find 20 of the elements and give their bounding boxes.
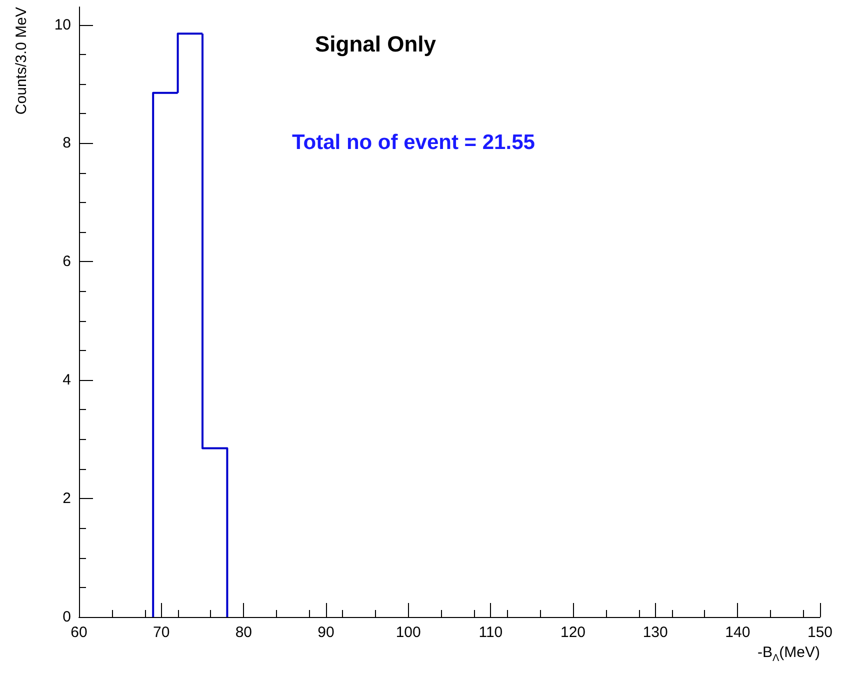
text: Signal Only (315, 32, 437, 56)
x-tick-label: 150 (807, 624, 833, 641)
x-tick-label: 80 (235, 624, 252, 641)
x-tick-label: 90 (318, 624, 334, 641)
y-tick-label: 6 (62, 253, 71, 270)
y-tick-label: 10 (54, 16, 71, 34)
y-tick-label: 2 (62, 490, 71, 508)
x-tick-label: 130 (642, 624, 668, 641)
x-tick-label: 100 (396, 624, 421, 641)
x-axis-title: -B$_{Λ}$(MeV) (757, 644, 820, 664)
y-tick-label: 0 (62, 608, 71, 626)
x-tick-label: 120 (560, 624, 586, 641)
x-tick-label: 140 (725, 624, 750, 641)
y-axis-title: Counts/3.0 MeV (13, 7, 30, 115)
x-tick-label: 70 (152, 624, 170, 641)
y-tick-label: 8 (62, 134, 71, 152)
x-tick-label: 110 (478, 624, 503, 641)
x-tick-label: 60 (70, 624, 88, 641)
y-tick-label: 4 (62, 372, 71, 389)
annotation: Total no of event = 21.55 (292, 131, 536, 154)
